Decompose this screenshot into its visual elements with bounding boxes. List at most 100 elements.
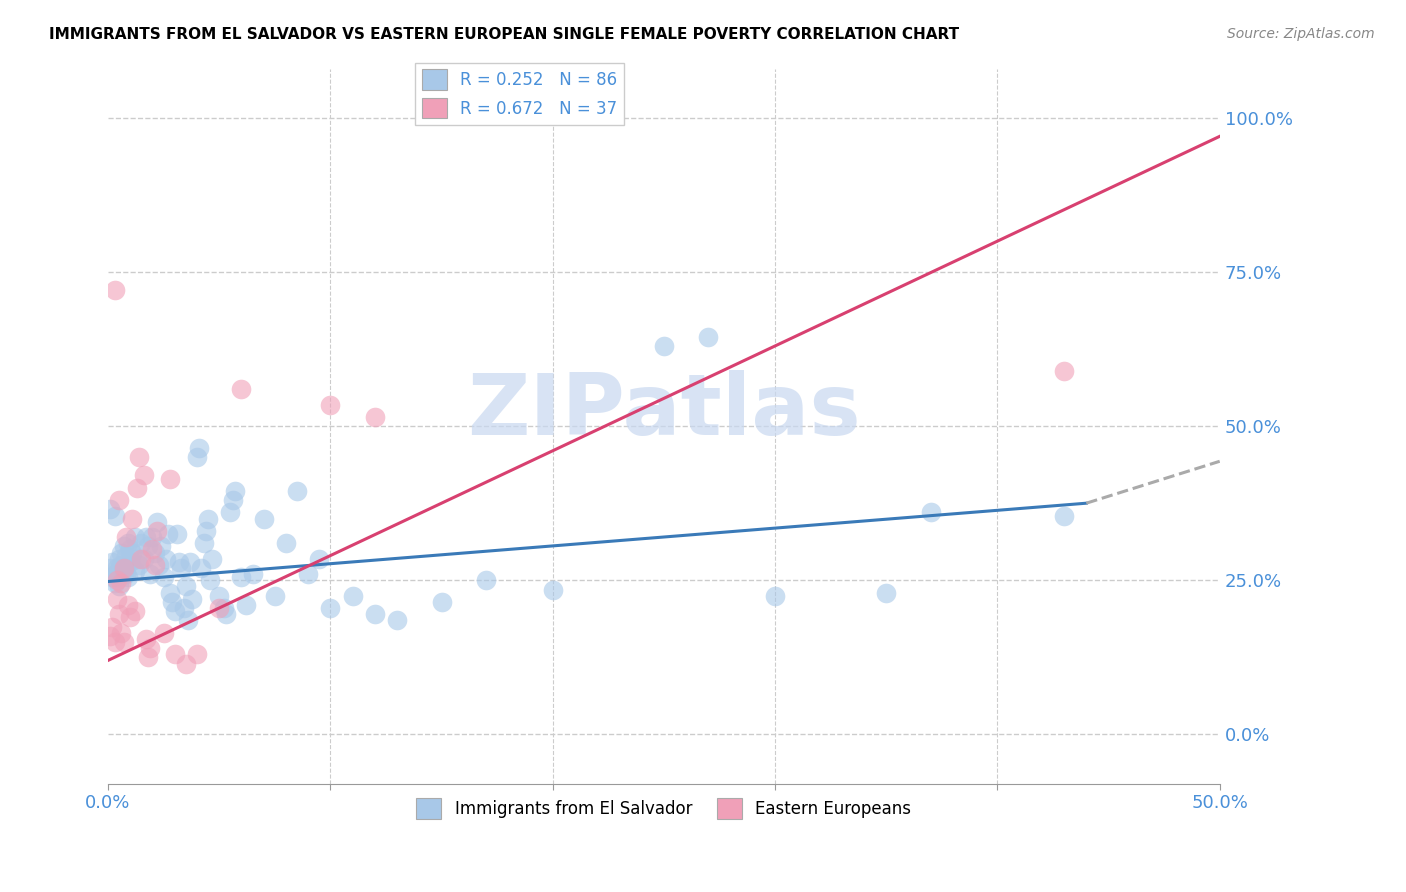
Point [174, 579, 197, 593]
Point [1053, 364, 1076, 378]
Point [124, 604, 146, 618]
Point [1053, 508, 1076, 523]
Point [193, 536, 215, 550]
Point [108, 493, 131, 508]
Point [150, 540, 173, 554]
Point [124, 564, 146, 578]
Point [135, 632, 157, 646]
Point [157, 527, 180, 541]
Point [101, 619, 124, 633]
Point [163, 604, 186, 618]
Point [285, 483, 308, 498]
Point [763, 589, 786, 603]
Point [152, 625, 174, 640]
Point [308, 551, 330, 566]
Point [297, 567, 319, 582]
Point [121, 511, 143, 525]
Point [117, 536, 139, 550]
Point [135, 530, 157, 544]
Point [875, 585, 897, 599]
Point [274, 536, 297, 550]
Point [112, 635, 135, 649]
Text: IMMIGRANTS FROM EL SALVADOR VS EASTERN EUROPEAN SINGLE FEMALE POVERTY CORRELATIO: IMMIGRANTS FROM EL SALVADOR VS EASTERN E… [49, 27, 959, 42]
Point [541, 582, 564, 597]
Point [110, 545, 132, 559]
Point [114, 567, 136, 582]
Point [125, 481, 148, 495]
Point [430, 595, 453, 609]
Point [146, 524, 169, 538]
Point [186, 647, 208, 661]
Point [242, 567, 264, 582]
Point [385, 613, 408, 627]
Point [652, 339, 675, 353]
Point [105, 561, 128, 575]
Point [166, 527, 188, 541]
Point [231, 382, 253, 396]
Point [131, 536, 153, 550]
Point [159, 471, 181, 485]
Point [121, 545, 143, 559]
Point [235, 598, 257, 612]
Point [181, 591, 204, 606]
Point [319, 398, 342, 412]
Point [98, 561, 121, 575]
Point [104, 284, 127, 298]
Point [152, 570, 174, 584]
Point [98, 629, 121, 643]
Point [162, 595, 184, 609]
Point [253, 511, 276, 525]
Point [194, 524, 217, 538]
Text: Source: ZipAtlas.com: Source: ZipAtlas.com [1227, 27, 1375, 41]
Point [117, 570, 139, 584]
Point [105, 574, 128, 588]
Point [105, 570, 128, 584]
Point [920, 505, 942, 519]
Point [475, 574, 498, 588]
Point [101, 555, 124, 569]
Point [101, 570, 124, 584]
Point [208, 601, 231, 615]
Point [167, 555, 190, 569]
Point [163, 647, 186, 661]
Point [112, 561, 135, 575]
Point [208, 589, 231, 603]
Point [110, 576, 132, 591]
Point [139, 567, 162, 582]
Point [263, 589, 285, 603]
Point [104, 508, 127, 523]
Point [179, 555, 201, 569]
Point [117, 598, 139, 612]
Point [219, 505, 242, 519]
Point [114, 549, 136, 563]
Point [125, 551, 148, 566]
Point [139, 641, 162, 656]
Point [188, 441, 211, 455]
Point [110, 558, 132, 572]
Point [200, 574, 222, 588]
Point [98, 502, 121, 516]
Point [114, 530, 136, 544]
Point [136, 540, 159, 554]
Point [143, 558, 166, 572]
Point [110, 625, 132, 640]
Point [120, 555, 142, 569]
Point [128, 558, 150, 572]
Point [124, 530, 146, 544]
Point [136, 650, 159, 665]
Point [186, 450, 208, 464]
Point [177, 613, 200, 627]
Point [197, 511, 219, 525]
Point [120, 610, 142, 624]
Point [112, 567, 135, 582]
Point [131, 551, 153, 566]
Point [364, 607, 387, 622]
Point [148, 558, 170, 572]
Point [215, 607, 238, 622]
Point [132, 468, 155, 483]
Text: ZIPatlas: ZIPatlas [467, 370, 860, 453]
Point [146, 515, 169, 529]
Point [108, 551, 131, 566]
Point [231, 570, 253, 584]
Point [104, 635, 127, 649]
